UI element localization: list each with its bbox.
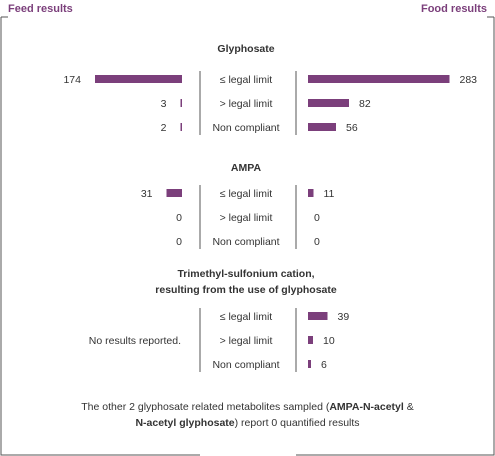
group-3-title-line2: resulting from the use of glyphosate (155, 284, 337, 296)
food-results-header: Food results (420, 3, 487, 15)
group-1-food-bar-1 (308, 75, 450, 83)
group-1-food-bar-3 (308, 123, 336, 131)
group-1-feed-bar-3 (180, 123, 182, 131)
group-3-food-bar-3 (308, 360, 311, 368)
food-frame (296, 17, 495, 456)
group-2-feed-value-2: 0 (176, 212, 182, 224)
group-1-feed-value-1: 174 (63, 74, 81, 86)
group-1-feed-bar-2 (180, 99, 182, 107)
group-2-food-value-3: 0 (314, 236, 320, 248)
feed-results-header: Feed results (8, 3, 73, 15)
footnote: The other 2 glyphosate related metabolit… (40, 399, 455, 431)
group-3-feed-note: No results reported. (89, 335, 181, 347)
footnote-text-2: & (403, 401, 414, 413)
group-2-category-2: > legal limit (220, 212, 273, 224)
group-2-food-bar-1 (308, 189, 314, 197)
group-2-food-value-2: 0 (314, 212, 320, 224)
group-1-food-bar-2 (308, 99, 349, 107)
footnote-bold-n-acetyl-glyphosate: N-acetyl glyphosate (135, 417, 235, 429)
group-1-food-value-1: 283 (460, 74, 478, 86)
footnote-text-1: The other 2 glyphosate related metabolit… (81, 401, 330, 413)
feed-frame (0, 17, 200, 456)
group-2-title: AMPA (231, 162, 262, 174)
footnote-bold-ampa-n-acetyl: AMPA-N-acetyl (329, 401, 404, 413)
group-1-category-1: ≤ legal limit (220, 74, 273, 86)
group-1-title: Glyphosate (217, 43, 274, 55)
group-3-food-bar-2 (308, 336, 313, 344)
group-1-feed-value-2: 3 (161, 98, 167, 110)
group-3-food-value-1: 39 (338, 311, 350, 323)
group-1-category-3: Non compliant (212, 122, 279, 134)
group-3-food-value-2: 10 (323, 335, 335, 347)
group-3-title: Trimethyl-sulfonium cation, (177, 268, 314, 280)
group-3-category-1: ≤ legal limit (220, 311, 273, 323)
group-3-food-value-3: 6 (321, 359, 327, 371)
footnote-text-3: ) report 0 quantified results (234, 417, 360, 429)
group-2-category-3: Non compliant (212, 236, 279, 248)
group-2-food-value-1: 11 (324, 188, 335, 200)
group-2-category-1: ≤ legal limit (220, 188, 273, 200)
group-1-category-2: > legal limit (220, 98, 273, 110)
group-2-feed-value-1: 31 (141, 188, 153, 200)
group-2-feed-value-3: 0 (176, 236, 182, 248)
group-1-food-value-3: 56 (346, 122, 358, 134)
group-3-food-bar-1 (308, 312, 328, 320)
group-1-feed-value-3: 2 (161, 122, 167, 134)
group-1-food-value-2: 82 (359, 98, 371, 110)
group-1-feed-bar-1 (95, 75, 182, 83)
group-3-category-3: Non compliant (212, 359, 279, 371)
group-3-category-2: > legal limit (220, 335, 273, 347)
group-2-feed-bar-1 (166, 189, 182, 197)
